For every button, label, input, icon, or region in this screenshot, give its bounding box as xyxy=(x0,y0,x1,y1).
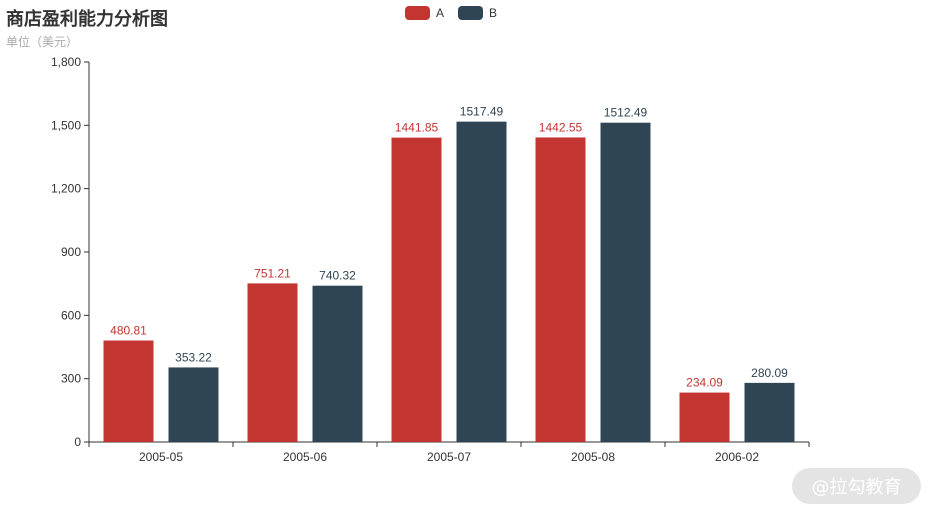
bar-a[interactable] xyxy=(391,137,442,443)
chart-subtitle: 单位（美元） xyxy=(6,35,79,49)
legend-label-a: A xyxy=(436,6,445,20)
y-tick-label: 600 xyxy=(61,308,81,322)
bar-value-label: 1442.55 xyxy=(539,120,583,134)
x-tick-label: 2005-08 xyxy=(571,450,615,464)
bar-value-label: 751.21 xyxy=(254,266,291,280)
bar-b[interactable] xyxy=(600,122,651,442)
y-tick-label: 900 xyxy=(61,245,81,259)
bar-value-label: 1512.49 xyxy=(604,106,648,120)
legend-item-a[interactable]: A xyxy=(405,6,444,20)
x-tick-label: 2005-07 xyxy=(427,450,471,464)
bar-b[interactable] xyxy=(312,285,363,442)
x-tick-label: 2006-02 xyxy=(715,450,759,464)
bar-a[interactable] xyxy=(679,392,730,442)
y-tick-label: 1,500 xyxy=(51,118,81,132)
x-tick-label: 2005-05 xyxy=(139,450,183,464)
y-tick-label: 300 xyxy=(61,372,81,386)
bar-a[interactable] xyxy=(535,137,586,442)
x-tick-label: 2005-06 xyxy=(283,450,327,464)
legend-swatch-b xyxy=(458,6,484,20)
bar-value-label: 740.32 xyxy=(319,269,356,283)
legend: A B xyxy=(405,6,497,20)
y-tick-label: 1,200 xyxy=(51,182,81,196)
bar-value-label: 1441.85 xyxy=(395,121,439,135)
bar-b[interactable] xyxy=(744,382,795,442)
bar-b[interactable] xyxy=(456,121,507,443)
bar-value-label: 280.09 xyxy=(751,366,788,380)
chart-title: 商店盈利能力分析图 xyxy=(6,9,168,30)
bar-value-label: 353.22 xyxy=(175,350,212,364)
watermark: @拉勾教育 xyxy=(792,468,921,504)
legend-label-b: B xyxy=(489,6,498,20)
bar-value-label: 234.09 xyxy=(686,376,723,390)
bar-a[interactable] xyxy=(103,340,154,442)
legend-item-b[interactable]: B xyxy=(458,6,497,20)
bar-value-label: 1517.49 xyxy=(460,105,504,119)
bar-b[interactable] xyxy=(168,367,219,442)
y-tick-label: 1,800 xyxy=(51,55,81,69)
bar-a[interactable] xyxy=(247,283,298,442)
legend-swatch-a xyxy=(405,6,430,20)
y-tick-label: 0 xyxy=(74,435,81,449)
bar-value-label: 480.81 xyxy=(110,323,147,337)
